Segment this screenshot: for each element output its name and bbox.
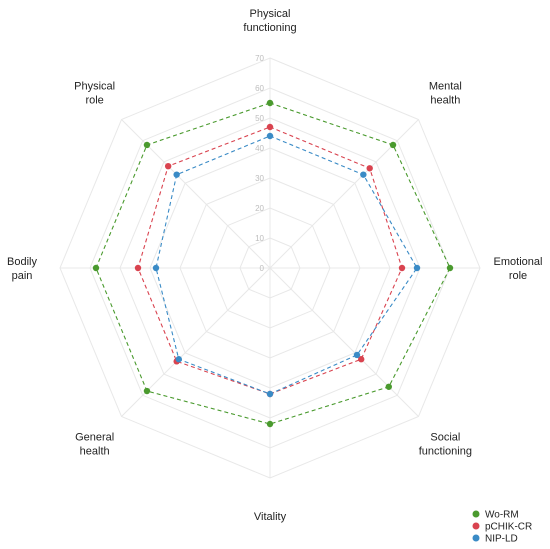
series <box>92 99 454 428</box>
data-point <box>385 383 392 390</box>
tick-label: 50 <box>255 114 264 123</box>
series-NIP-LD <box>152 132 421 398</box>
tick-label: 20 <box>255 204 264 213</box>
data-point <box>143 141 151 149</box>
legend-marker <box>472 534 480 542</box>
data-point <box>266 99 274 107</box>
axis-label: General health <box>75 431 114 457</box>
data-point <box>164 162 172 170</box>
tick-label: 0 <box>260 264 265 273</box>
axis-labels: Physical functioning Mental health Emotional… <box>7 8 542 523</box>
data-point <box>398 264 406 272</box>
data-point <box>366 165 373 172</box>
data-point <box>266 420 274 428</box>
data-point <box>353 351 361 359</box>
data-point <box>266 390 274 398</box>
axis-label: Physical role <box>74 81 115 107</box>
axis-label: Vitality <box>254 511 287 523</box>
axis-label: Social functioning <box>419 431 472 457</box>
axis-spoke <box>121 267 271 417</box>
tick-label: 70 <box>255 54 264 63</box>
series-line <box>155 135 418 395</box>
tick-label: 40 <box>255 144 264 153</box>
series-line <box>137 126 403 395</box>
axis-spoke <box>269 267 419 417</box>
data-point <box>173 171 180 178</box>
data-point <box>175 356 182 363</box>
axis-spoke <box>269 119 419 269</box>
series-Wo-RM <box>92 99 454 428</box>
data-point <box>143 387 151 395</box>
data-point <box>134 264 142 272</box>
data-point <box>446 264 454 272</box>
data-point <box>413 264 421 272</box>
data-point <box>358 356 365 363</box>
legend-label: Wo-RM <box>485 510 519 521</box>
series-line <box>95 102 451 425</box>
data-point <box>266 123 274 131</box>
tick-label: 10 <box>255 234 264 243</box>
tick-label: 30 <box>255 174 264 183</box>
legend-label: NIP-LD <box>485 534 518 545</box>
radial-ticks: 0 10 20 30 40 50 60 70 <box>255 54 264 273</box>
data-point <box>266 132 274 140</box>
tick-label: 60 <box>255 84 264 93</box>
data-point <box>152 264 160 272</box>
axis-label: Mental health <box>429 81 462 107</box>
axis-label: Emotional role <box>494 256 543 282</box>
axis-label: Physical functioning <box>243 8 296 34</box>
legend-marker <box>472 522 480 530</box>
legend-label: pCHIK-CR <box>485 522 532 533</box>
axis-spoke <box>121 119 271 269</box>
data-point <box>389 141 397 149</box>
data-point <box>360 171 367 178</box>
data-point <box>92 264 100 272</box>
legend-marker <box>472 510 480 518</box>
axis-label: Bodily pain <box>7 256 37 282</box>
